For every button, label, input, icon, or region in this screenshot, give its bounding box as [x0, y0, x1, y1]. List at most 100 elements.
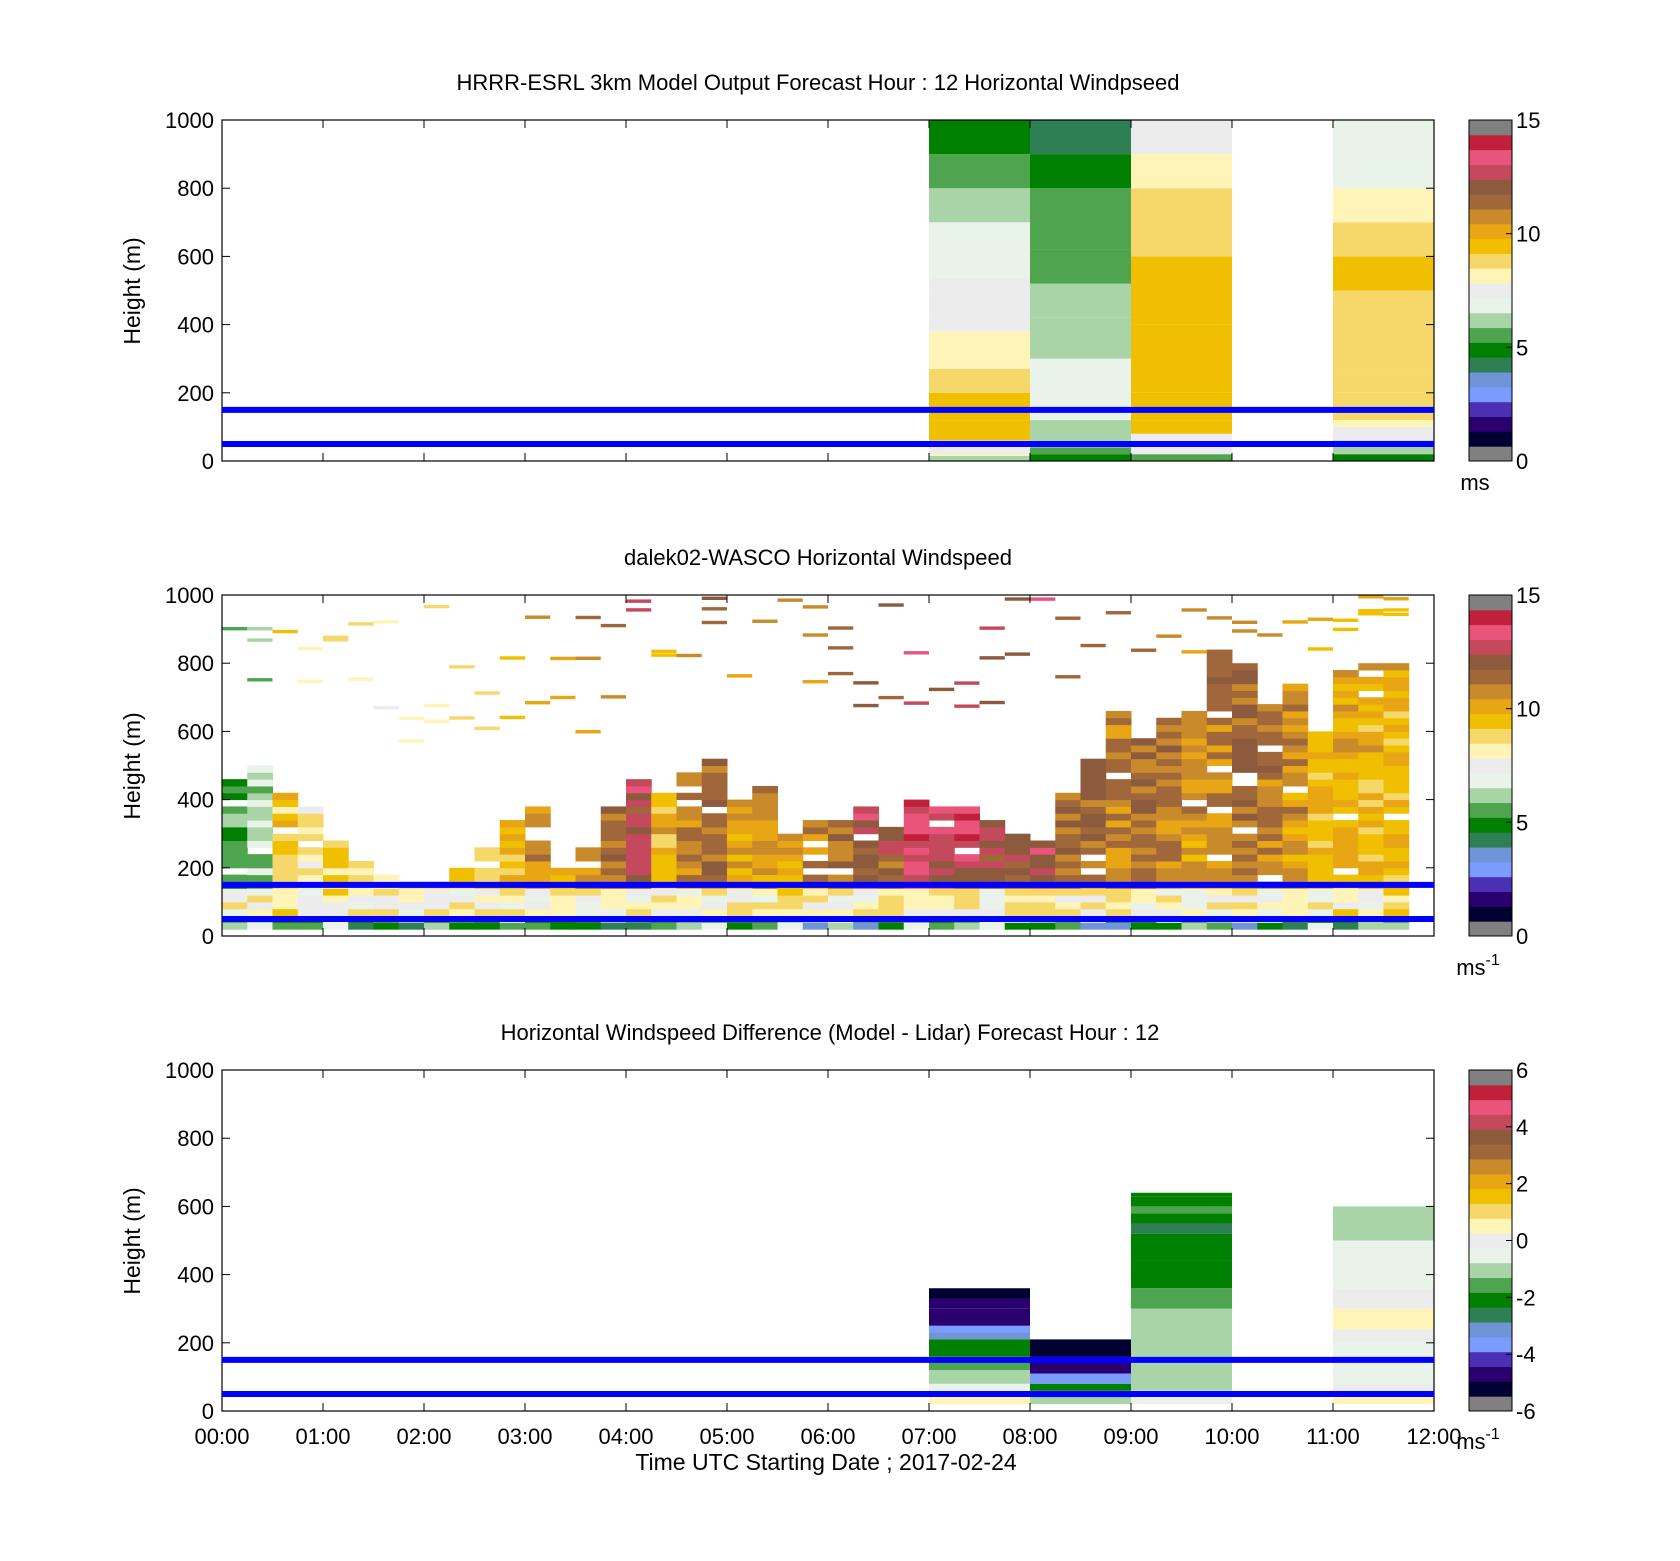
data-cell: [954, 833, 980, 842]
y-tick-label: 1000: [165, 583, 214, 608]
data-cell: [1181, 731, 1208, 739]
data-cell: [525, 820, 551, 828]
data-cell: [1257, 710, 1283, 719]
colorbar-segment: [1469, 120, 1512, 136]
data-cell: [1333, 683, 1359, 691]
data-cell: [1383, 670, 1410, 678]
data-cell: [1131, 154, 1232, 189]
data-cell: [626, 847, 652, 855]
data-cell: [1358, 826, 1384, 835]
data-cell: [954, 888, 980, 896]
data-cell: [1383, 612, 1409, 617]
data-cell: [903, 867, 930, 876]
data-cell: [1307, 745, 1334, 753]
x-tick-label: 04:00: [598, 1424, 653, 1449]
colorbar-tick-label: 0: [1516, 449, 1528, 474]
data-cell: [903, 847, 930, 855]
data-cell: [1206, 888, 1233, 896]
data-cell: [1004, 847, 1031, 855]
colorbar-tick-label: 15: [1516, 583, 1540, 608]
data-cell: [1257, 717, 1283, 726]
data-cell: [1004, 895, 1031, 903]
data-cell: [1232, 690, 1258, 698]
data-cell: [1055, 820, 1081, 828]
data-cell: [929, 860, 955, 869]
data-cell: [1232, 847, 1258, 855]
data-cell: [247, 765, 273, 773]
colorbar-segment: [1469, 728, 1512, 744]
colorbar-tick-label: 4: [1516, 1115, 1528, 1140]
data-cell: [1156, 724, 1182, 732]
data-cell: [1105, 908, 1132, 917]
data-cell: [1030, 860, 1056, 869]
data-cell: [499, 854, 526, 862]
data-cell: [752, 806, 778, 814]
data-cell: [828, 874, 854, 882]
data-cell: [1181, 724, 1208, 732]
data-cell: [474, 901, 501, 910]
y-tick-label: 0: [202, 449, 214, 474]
plot-area: 0 200 400 600 800 1000: [165, 108, 1435, 474]
data-cell: [929, 1288, 1030, 1299]
data-cell: [1358, 683, 1384, 691]
data-cell: [626, 854, 652, 862]
data-cell: [1383, 847, 1410, 855]
data-cell: [701, 772, 728, 780]
data-cell: [1206, 690, 1233, 698]
data-cell: [1333, 290, 1434, 325]
colorbar-segment: [1469, 624, 1512, 640]
data-cell: [222, 813, 248, 821]
data-cell: [1358, 854, 1384, 862]
y-tick-label: 400: [177, 313, 214, 338]
data-cell: [802, 895, 829, 903]
data-cell: [1307, 867, 1334, 876]
panel-title: HRRR-ESRL 3km Model Output Forecast Hour…: [456, 70, 1179, 95]
data-cell: [1055, 860, 1081, 869]
data-cell: [1333, 1308, 1434, 1330]
y-tick-label: 600: [177, 719, 214, 744]
data-cell: [1105, 895, 1132, 903]
x-tick-label: 12:00: [1406, 1424, 1461, 1449]
data-cell: [1257, 772, 1283, 780]
data-cell: [525, 895, 551, 903]
data-cell: [727, 888, 753, 896]
data-cell: [1131, 874, 1157, 882]
data-cell: [550, 874, 576, 882]
data-cell: [929, 278, 1030, 296]
data-cell: [1105, 888, 1132, 896]
data-cell: [1257, 908, 1283, 917]
y-tick-label: 0: [202, 924, 214, 949]
data-cell: [701, 596, 727, 600]
data-cell: [499, 888, 526, 896]
data-cell: [1131, 751, 1157, 760]
colorbar-segment: [1469, 876, 1512, 893]
data-cell: [222, 860, 248, 869]
data-cell: [1232, 717, 1258, 726]
data-cell: [1156, 901, 1182, 910]
data-cell: [247, 678, 273, 682]
data-cell: [676, 922, 703, 930]
data-cell: [323, 635, 349, 640]
data-cell: [701, 792, 728, 801]
data-cell: [1055, 895, 1081, 903]
data-cell: [651, 826, 677, 835]
data-cell: [828, 908, 854, 917]
data-cell: [272, 854, 299, 862]
data-cell: [323, 840, 349, 848]
data-cell: [222, 888, 248, 896]
data-cell: [272, 813, 299, 821]
data-cell: [727, 674, 753, 678]
x-tick-label: 03:00: [497, 1424, 552, 1449]
data-cell: [1383, 676, 1410, 685]
data-cell: [1358, 704, 1384, 712]
data-cell: [1383, 738, 1410, 746]
data-cell: [297, 908, 324, 917]
data-cell: [651, 922, 677, 930]
data-cell: [727, 840, 753, 848]
colorbar-segment: [1469, 312, 1512, 329]
data-cell: [348, 874, 374, 882]
data-cell: [878, 860, 905, 869]
data-cell: [1383, 683, 1410, 691]
data-cell: [626, 599, 652, 603]
